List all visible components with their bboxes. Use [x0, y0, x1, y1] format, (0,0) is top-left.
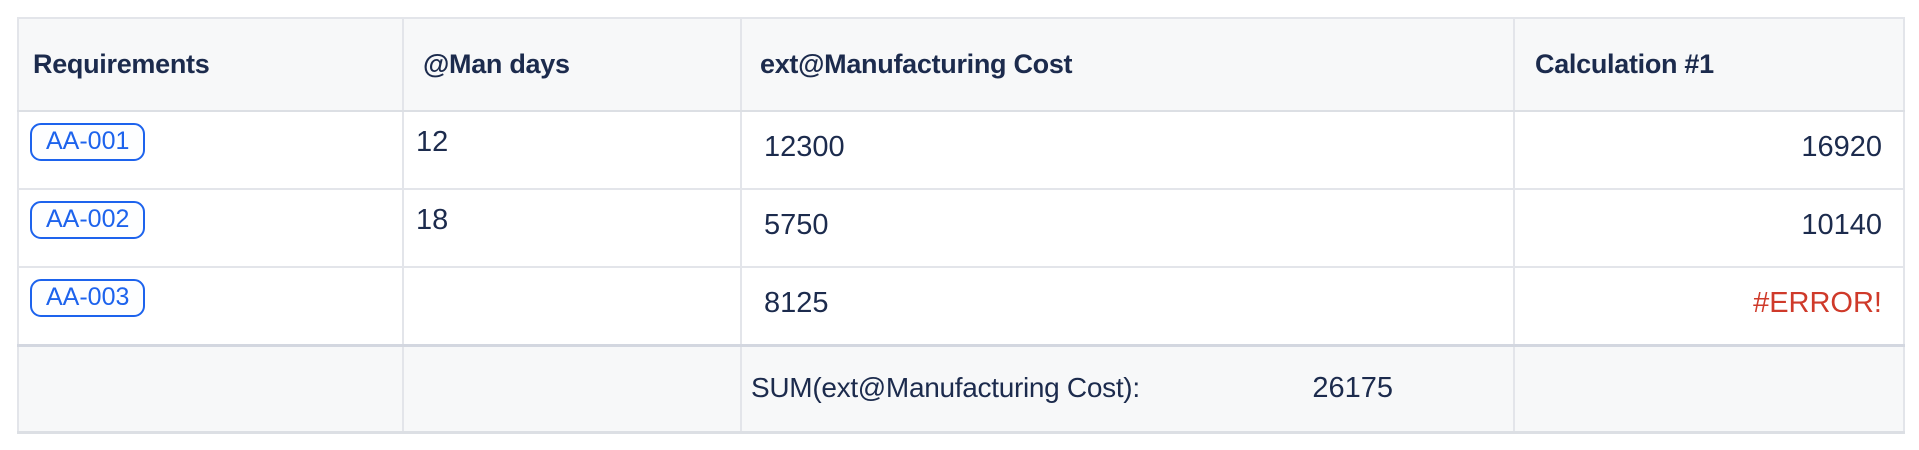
- calculation-error-cell: #ERROR!: [1513, 266, 1905, 346]
- man-days-cell: 18: [402, 188, 742, 268]
- header-row: Requirements @Man days ext@Manufacturing…: [17, 17, 1905, 112]
- summary-empty-cell: [402, 343, 742, 433]
- sum-value: 26175: [1312, 372, 1393, 404]
- manufacturing-cost-cell: 12300: [740, 110, 1515, 190]
- issue-key-link[interactable]: AA-002: [30, 201, 146, 239]
- table-row: AA-002 18 5750 10140: [17, 188, 1905, 268]
- sum-label: SUM(ext@Manufacturing Cost):: [751, 372, 1140, 403]
- manufacturing-cost-cell: 8125: [740, 266, 1515, 346]
- summary-empty-cell: [17, 343, 404, 433]
- column-header-man-days: @Man days: [402, 17, 742, 112]
- requirement-cell: AA-002: [17, 188, 404, 268]
- issue-key-link[interactable]: AA-003: [30, 279, 146, 317]
- manufacturing-cost-cell: 5750: [740, 188, 1515, 268]
- requirement-cell: AA-001: [17, 110, 404, 190]
- table-row: AA-003 8125 #ERROR!: [17, 266, 1905, 346]
- sum-line: SUM(ext@Manufacturing Cost): 26175: [751, 372, 1513, 405]
- sum-cell: SUM(ext@Manufacturing Cost): 26175: [740, 343, 1515, 433]
- calculation-cell: 16920: [1513, 110, 1905, 190]
- man-days-cell: 12: [402, 110, 742, 190]
- issue-key-link[interactable]: AA-001: [30, 123, 146, 161]
- column-header-calculation-1: Calculation #1: [1513, 17, 1905, 112]
- summary-row: SUM(ext@Manufacturing Cost): 26175: [17, 343, 1905, 433]
- summary-empty-cell: [1513, 343, 1905, 433]
- table-row: AA-001 12 12300 16920: [17, 110, 1905, 190]
- requirement-cell: AA-003: [17, 266, 404, 346]
- requirements-table: Requirements @Man days ext@Manufacturing…: [17, 17, 1905, 434]
- requirements-table-container: Requirements @Man days ext@Manufacturing…: [17, 17, 1905, 434]
- calculation-cell: 10140: [1513, 188, 1905, 268]
- column-header-requirements: Requirements: [17, 17, 404, 112]
- man-days-cell: [402, 266, 742, 346]
- column-header-manufacturing-cost: ext@Manufacturing Cost: [740, 17, 1515, 112]
